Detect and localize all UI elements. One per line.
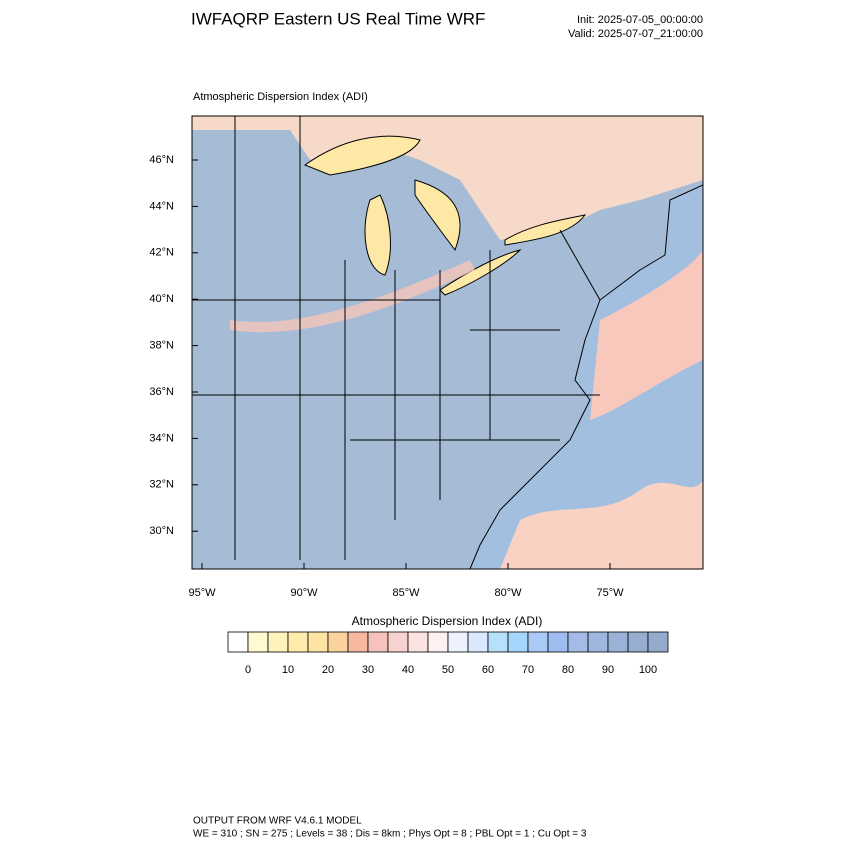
- lat-labels: 46°N 44°N 42°N 40°N 38°N 36°N 34°N 32°N 30°N: [149, 154, 198, 537]
- colorbar-box: [447, 631, 469, 653]
- colorbar-box: [347, 631, 369, 653]
- colorbar-tick-label: 30: [362, 664, 374, 676]
- colorbar-box: [647, 631, 669, 653]
- lake-michigan: [364, 194, 391, 276]
- colorbar-tick-label: 90: [602, 664, 614, 676]
- colorbar-box: [427, 631, 449, 653]
- colorbar-tick-label: 40: [402, 664, 414, 676]
- colorbar-box: [567, 631, 589, 653]
- init-time: Init: 2025-07-05_00:00:00: [577, 14, 703, 26]
- lat-label: 36°N: [149, 386, 174, 398]
- colorbar-tick-label: 80: [562, 664, 574, 676]
- colorbar-tick-label: 100: [639, 664, 657, 676]
- colorbar-tick-label: 70: [522, 664, 534, 676]
- colorbar-box: [487, 631, 509, 653]
- lat-label: 46°N: [149, 154, 174, 166]
- lon-label: 85°W: [392, 587, 420, 599]
- lat-label: 34°N: [149, 432, 174, 444]
- colorbar-box: [287, 631, 309, 653]
- colorbar-tick-label: 20: [322, 664, 334, 676]
- lat-label: 44°N: [149, 200, 174, 212]
- colorbar-box: [227, 631, 249, 653]
- lat-label: 42°N: [149, 247, 174, 259]
- colorbar-box: [547, 631, 569, 653]
- land: [192, 116, 703, 569]
- map-subtitle: Atmospheric Dispersion Index (ADI): [193, 91, 368, 103]
- colorbar-box: [247, 631, 269, 653]
- lake-superior: [303, 135, 421, 176]
- lon-label: 90°W: [290, 587, 318, 599]
- footer-line: OUTPUT FROM WRF V4.6.1 MODEL: [193, 816, 362, 827]
- colorbar-box: [607, 631, 629, 653]
- lon-label: 75°W: [596, 587, 624, 599]
- title: IWFAQRP Eastern US Real Time WRF: [191, 9, 485, 28]
- lon-label: 80°W: [494, 587, 522, 599]
- map-frame: [191, 115, 704, 570]
- colorbar-box: [467, 631, 489, 653]
- colorbar-tick-label: 10: [282, 664, 294, 676]
- canada-land: [192, 116, 703, 240]
- colorbar-box: [627, 631, 649, 653]
- low-adi-band: [230, 260, 475, 333]
- lat-label: 32°N: [149, 479, 174, 491]
- lat-label: 38°N: [149, 340, 174, 352]
- colorbar-box: [527, 631, 549, 653]
- colorbar-box: [267, 631, 289, 653]
- colorbar-box: [507, 631, 529, 653]
- lat-label: 30°N: [149, 525, 174, 537]
- ocean-shade: [590, 250, 703, 420]
- colorbar-box: [367, 631, 389, 653]
- colorbar-tick-label: 60: [482, 664, 494, 676]
- lake-huron: [414, 179, 461, 252]
- colorbar: 0 10 20 30 40 50 60 70 80 90 100: [227, 631, 669, 676]
- colorbar-tick-label: 50: [442, 664, 454, 676]
- valid-time: Valid: 2025-07-07_21:00:00: [568, 28, 703, 40]
- colorbar-box: [307, 631, 329, 653]
- ocean-shade: [500, 480, 703, 569]
- colorbar-box: [327, 631, 349, 653]
- lat-label: 40°N: [149, 293, 174, 305]
- lon-label: 95°W: [188, 587, 216, 599]
- colorbar-box: [387, 631, 409, 653]
- footer-line: WE = 310 ; SN = 275 ; Levels = 38 ; Dis …: [193, 829, 587, 840]
- colorbar-tick-label: 0: [245, 664, 251, 676]
- colorbar-box: [587, 631, 609, 653]
- colorbar-box: [407, 631, 429, 653]
- map: [192, 116, 703, 569]
- state-borders: [192, 116, 601, 560]
- lake-ontario: [504, 214, 587, 246]
- colorbar-title: Atmospheric Dispersion Index (ADI): [352, 614, 543, 628]
- lon-labels: 95°W 90°W 85°W 80°W 75°W: [188, 563, 624, 599]
